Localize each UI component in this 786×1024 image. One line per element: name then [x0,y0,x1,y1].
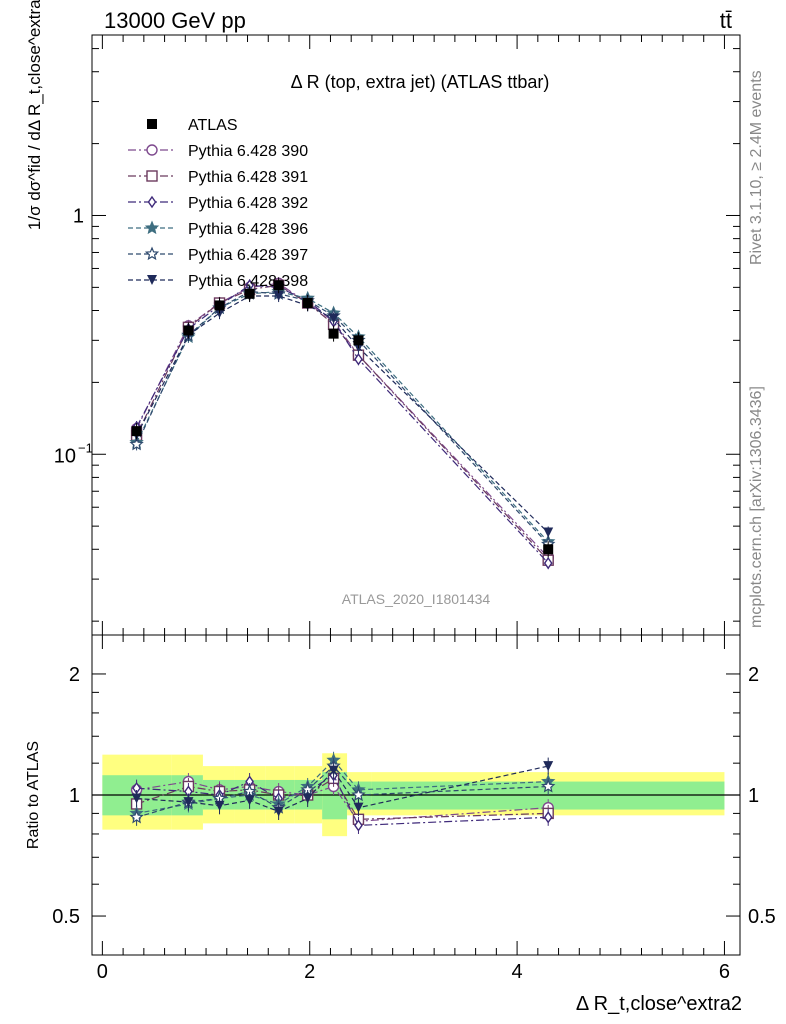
legend-marker [147,275,157,285]
x-axis-label: Δ R_t,close^extra2 [576,993,742,1015]
legend-entry: Pythia 6.428 397 [188,247,308,264]
series-point [129,436,144,451]
ratio-point [273,806,284,817]
legend-entry: Pythia 6.428 391 [188,169,308,186]
series-point [543,527,554,538]
data-point [302,298,313,309]
rivet-label: Rivet 3.1.10, ≥ 2.4M events [748,70,765,265]
legend-entry: Pythia 6.428 392 [188,195,308,212]
ratio-point [354,819,363,832]
data-point [214,300,225,311]
ratio-series-line [136,765,549,818]
legend-marker [144,220,160,235]
legend: ATLAS Pythia 6.428 390 Pythia 6.428 391 Pyt… [128,117,308,290]
main-ylabel: 1/σ dσ^fid / dΔ R_t,close^extra2 [25,0,44,230]
ratio-point [328,765,339,776]
data-point [244,288,255,299]
series-point [328,313,339,324]
legend-marker [147,119,157,129]
process-label: tt̄ [720,8,732,33]
x-tick-label: 0 [97,961,108,983]
ratio-y-tick-label-right: 0.5 [748,906,776,928]
ratio-point [351,787,366,802]
series-line [136,290,549,543]
legend-marker [144,246,160,261]
ratio-point [244,795,255,806]
mcplots-label: mcplots.cern.ch [arXiv:1306.3436] [748,386,765,628]
y-tick-label-exponent: −1 [78,440,93,455]
data-point [183,325,194,336]
data-point [131,426,142,437]
data-point [543,544,554,555]
series-point [273,291,284,302]
ratio-point [302,793,313,804]
legend-entry: Pythia 6.428 398 [188,273,308,290]
ratio-y-tick-label: 2 [69,664,80,686]
series-line [136,282,549,558]
x-tick-label: 2 [304,961,315,983]
legend-marker [146,170,158,182]
x-tick-label: 4 [512,961,523,983]
legend-marker [146,144,158,156]
ratio-y-tick-label: 1 [69,785,80,807]
ratio-point [129,809,144,824]
ratio-point [214,800,225,811]
chart-title: Δ R (top, extra jet) (ATLAS ttbar) [291,72,550,92]
data-point [328,328,339,339]
series-line [136,295,549,534]
legend-entry: Pythia 6.428 390 [188,143,308,160]
y-tick-label: 1 [73,205,84,227]
series-point [354,353,363,366]
energy-label: 13000 GeV pp [104,8,246,33]
analysis-label: ATLAS_2020_I1801434 [342,591,491,607]
y-tick-label: 10 [54,445,76,467]
legend-marker [147,195,157,209]
ratio-y-tick-label-right: 1 [748,785,759,807]
x-tick-label: 6 [719,961,730,983]
series-point [543,556,553,570]
ratio-y-tick-label-right: 2 [748,664,759,686]
ratio-point [541,778,556,793]
ratio-point [543,811,553,824]
data-point [273,280,284,291]
ratio-point [183,797,194,808]
ratio-y-tick-label: 0.5 [52,906,80,928]
legend-entry: ATLAS [188,117,238,134]
series-line [136,284,549,561]
data-point [353,335,364,346]
ratio-ylabel: Ratio to ATLAS [25,741,42,849]
ratio-point [131,793,142,804]
legend-entry: Pythia 6.428 396 [188,221,308,238]
ratio-point [543,761,554,772]
ratio-point [353,802,364,813]
